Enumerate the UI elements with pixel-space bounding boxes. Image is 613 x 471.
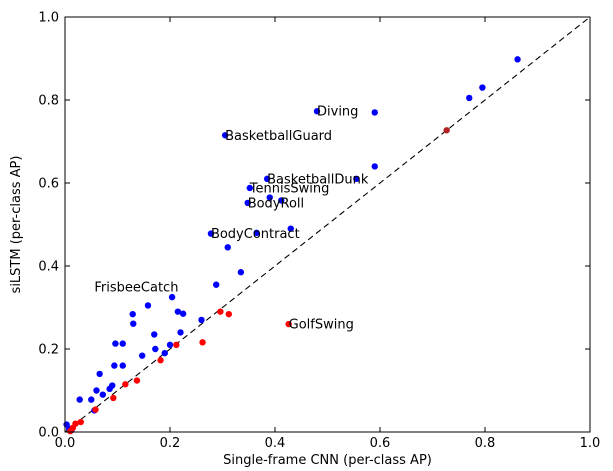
data-point <box>161 349 168 357</box>
data-point <box>479 84 486 91</box>
y-tick-label: 1.0 <box>38 11 59 26</box>
data-point <box>443 127 450 134</box>
data-point <box>92 406 99 413</box>
data-point <box>224 244 231 251</box>
data-point <box>109 382 116 389</box>
data-point <box>213 281 220 288</box>
point-annotation: GolfSwing <box>289 318 354 333</box>
data-point <box>246 184 253 192</box>
x-axis-label: Single-frame CNN (per-class AP) <box>223 453 432 468</box>
point-annotation: BodyRoll <box>248 196 304 211</box>
point-annotation: BodyContract <box>211 227 300 242</box>
data-point <box>93 387 100 394</box>
data-point <box>138 352 146 359</box>
data-point <box>152 345 159 353</box>
data-point <box>177 329 184 336</box>
data-point <box>371 163 378 170</box>
y-tick-label: 0.2 <box>38 343 59 358</box>
point-annotation: BasketballGuard <box>225 129 332 144</box>
data-point <box>266 194 273 201</box>
data-point <box>371 109 378 116</box>
x-tick-label: 0.8 <box>475 436 496 451</box>
y-tick-label: 0.8 <box>38 94 59 109</box>
x-tick-label: 0.0 <box>55 436 76 451</box>
data-point <box>110 394 117 402</box>
data-point <box>157 357 164 364</box>
data-point <box>263 175 271 183</box>
data-point <box>168 293 176 301</box>
data-point <box>122 381 129 388</box>
data-point <box>287 225 294 232</box>
point-annotation: TennisSwing <box>249 181 330 196</box>
data-point <box>285 320 292 328</box>
data-point <box>173 341 180 349</box>
data-point <box>353 175 360 183</box>
point-annotation: BasketballDunk <box>267 172 369 187</box>
x-tick-label: 0.6 <box>370 436 391 451</box>
data-point <box>221 132 229 139</box>
y-tick-label: 0.4 <box>38 260 59 275</box>
x-tick-label: 0.4 <box>265 436 286 451</box>
diagonal-line <box>64 16 591 433</box>
data-point <box>166 341 174 349</box>
y-axis-label: siLSTM (per-class AP) <box>9 156 24 294</box>
y-tick-label: 0.6 <box>38 177 59 192</box>
data-point <box>119 362 126 369</box>
point-annotations: Diving BasketballGuard BasketballDunkTenni… <box>94 105 368 333</box>
point-annotation: Diving <box>317 105 358 120</box>
data-point <box>237 269 245 276</box>
data-point <box>179 310 187 317</box>
data-point <box>133 377 141 384</box>
data-point <box>244 199 251 207</box>
data-point <box>130 320 137 327</box>
data-points <box>63 56 521 435</box>
data-point <box>77 418 84 426</box>
data-point <box>96 370 103 378</box>
data-point <box>119 340 126 347</box>
data-point <box>514 56 521 63</box>
data-point <box>111 362 118 369</box>
axis-ticks: 0.0 0.2 0.4 0.6 0.8 1.0 0.0 0.2 0.4 0.6 0.8 1.0 <box>38 11 600 452</box>
point-annotation: FrisbeeCatch <box>94 281 178 296</box>
data-point <box>144 302 152 309</box>
data-point <box>198 316 205 324</box>
data-point <box>199 339 206 346</box>
data-point <box>99 391 107 398</box>
data-point <box>225 310 232 318</box>
data-point <box>76 396 83 403</box>
x-tick-label: 0.2 <box>160 436 181 451</box>
x-tick-label: 1.0 <box>580 436 601 451</box>
data-point <box>207 230 215 237</box>
data-point <box>88 396 95 403</box>
data-point <box>174 308 182 315</box>
data-point <box>313 108 321 115</box>
plot-area <box>64 16 591 433</box>
data-point <box>217 308 224 315</box>
data-point <box>112 340 119 347</box>
data-point <box>72 420 79 427</box>
data-point <box>253 229 260 236</box>
data-point <box>466 94 473 102</box>
data-point <box>151 331 158 338</box>
plot-frame <box>64 16 591 433</box>
data-point <box>278 197 285 204</box>
data-point <box>129 310 136 318</box>
y-tick-label: 0.0 <box>38 426 59 441</box>
